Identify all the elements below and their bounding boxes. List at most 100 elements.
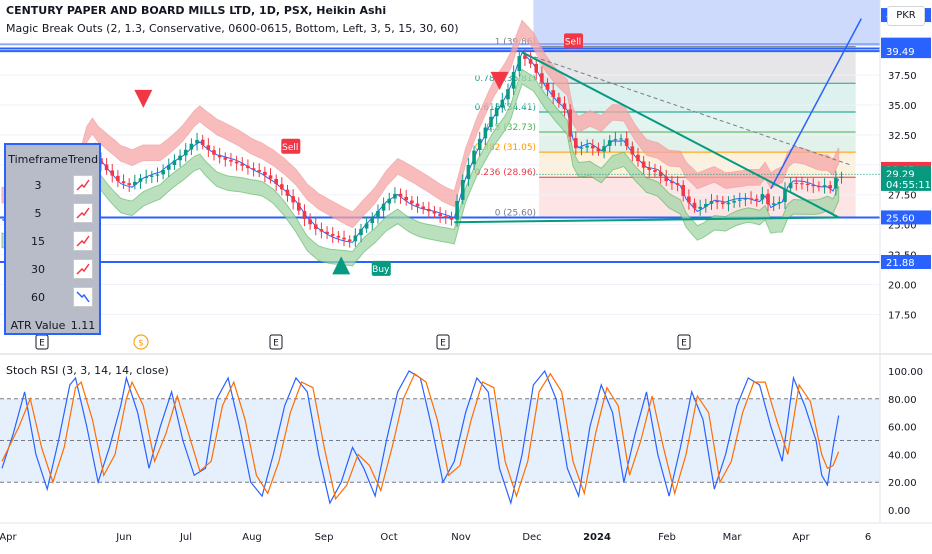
candle-body [551,90,555,97]
signal-label: Buy [372,265,390,275]
candle-body [783,188,787,202]
currency-button[interactable]: PKR [887,6,925,26]
candle-body [557,97,561,104]
time-tick-label: Sep [315,532,334,543]
candle-body [766,193,770,205]
stoch-rsi-legend[interactable]: Stoch RSI (3, 3, 14, 14, close) [6,364,169,377]
candle-body [517,56,522,72]
candle-body [155,174,160,176]
earnings-icon [677,334,691,350]
price-tick-label: 32.50 [888,131,917,142]
candle-body [771,203,776,205]
candle-body [704,203,708,207]
timeframe-cell: 15 [31,235,45,248]
upper-band [1,19,840,229]
candle-body [212,150,216,155]
candle-body [619,138,623,140]
candle-body [455,200,459,220]
earnings-marker: E [273,339,279,349]
sell-triangle-icon [134,89,153,108]
candle-body [449,217,454,220]
price-label: 04:55:11 [886,180,931,191]
candle-body [647,168,652,170]
candle-body [636,154,640,162]
candle-body [432,211,437,214]
fib-level-label: 0 (25.60) [495,208,536,218]
price-label-box [881,166,931,181]
candle-body [562,103,567,110]
timeframe-header: Timeframe [8,153,68,166]
candle-body [653,170,657,172]
time-tick-label: Feb [658,532,676,543]
fib-level-label: 0.786 (36.81) [475,74,536,84]
candle-body [822,185,827,187]
candle-body [138,178,143,182]
time-tick-label: 6 [865,532,871,543]
candle-body [359,228,363,236]
price-tick-label: 20.00 [888,281,917,292]
stoch-d-line [1,372,840,501]
price-label-box [881,254,931,269]
time-tick-label: Apr [792,532,810,543]
candle-body [664,176,669,182]
candle-body [817,186,821,188]
candle-body [732,200,736,203]
candle-body [675,183,680,185]
price-label: 39.49 [886,47,915,58]
trend-row: 30 [6,257,99,285]
candle-body [319,229,324,232]
candle-body [178,155,182,161]
candle-body [658,171,663,177]
candle-body [393,193,397,199]
candle-body [223,157,228,160]
time-tick-label: Apr [0,532,18,543]
signal-badge [371,260,391,276]
fib-level-label: 0.5 (32.73) [486,123,536,133]
time-tick-label: 2024 [583,532,611,543]
candle-body [206,145,211,150]
fib-level-label: 0.236 (28.96) [475,168,536,178]
candle-body [574,138,578,149]
candle-body [104,164,109,171]
signal-badge [281,138,301,154]
candle-body [460,180,465,200]
candle-body [133,181,137,186]
candle-body [687,196,691,203]
candle-body [641,161,646,168]
timeframe-cell: 5 [34,207,42,220]
candle-body [607,140,612,146]
candle-body [466,164,471,179]
candle-body [347,239,352,242]
stoch-k-line [1,369,840,506]
candle-body [828,185,833,189]
candle-body [438,213,442,217]
candle-body [749,198,753,200]
candle-body [777,201,782,204]
trend-down-icon [73,287,93,307]
candle-body [754,198,759,200]
trend-row: 5 [6,201,99,229]
trend-up-icon [73,175,93,195]
candle-body [342,237,346,240]
time-tick-label: Mar [723,532,743,543]
indicator-legend[interactable]: Magic Break Outs (2, 1.3, Conservative, … [6,22,459,35]
candle-body [268,175,273,179]
trend-row: 3 [6,173,99,201]
candle-body [246,165,250,169]
candle-body [483,127,488,139]
dividend-icon [133,334,149,350]
price-label-box [881,210,931,225]
dividend-marker: $ [138,339,144,349]
candle-body [709,200,714,204]
candle-body [364,223,369,229]
atr-row: ATR Value 1.11 [6,313,99,341]
buy-triangle-icon [332,256,351,275]
candle-body [743,198,748,200]
trend-header: Trend [68,153,99,166]
price-label: 25.60 [886,213,915,224]
candle-body [579,147,584,149]
candle-body [528,59,533,64]
candle-body [489,116,493,127]
